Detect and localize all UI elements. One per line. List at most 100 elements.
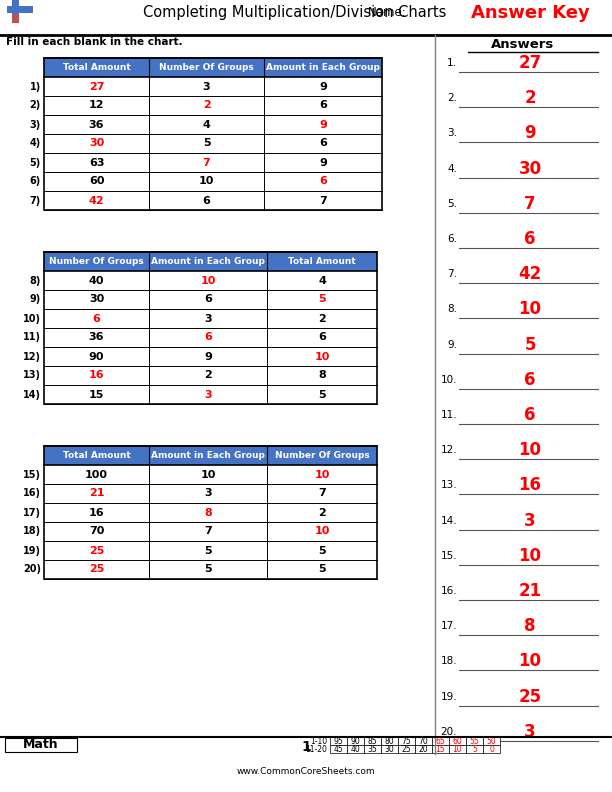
Text: 35: 35 (368, 744, 378, 753)
Bar (44, 153, 382, 172)
Text: www.CommonCoreSheets.com: www.CommonCoreSheets.com (237, 767, 375, 776)
Text: Amount in Each Group: Amount in Each Group (151, 451, 265, 460)
Text: 4): 4) (30, 139, 41, 148)
Text: 5: 5 (318, 390, 326, 399)
Bar (44, 252, 377, 404)
Bar (364, 745, 381, 753)
Text: 25: 25 (89, 546, 104, 555)
Text: 2.: 2. (447, 93, 457, 103)
Text: 5: 5 (204, 546, 212, 555)
Text: 6: 6 (524, 230, 536, 248)
Text: 3: 3 (204, 489, 212, 498)
Text: 42: 42 (89, 196, 104, 205)
Bar (44, 290, 377, 309)
Text: 4: 4 (203, 120, 211, 130)
Text: 10: 10 (518, 300, 542, 318)
Text: 12.: 12. (441, 445, 457, 455)
Bar (381, 737, 398, 745)
Text: Math: Math (23, 738, 59, 752)
Text: 6: 6 (319, 177, 327, 186)
Text: Fill in each blank in the chart.: Fill in each blank in the chart. (6, 37, 182, 47)
Text: 6.: 6. (447, 234, 457, 244)
Text: 16): 16) (23, 489, 41, 498)
Text: 1.: 1. (447, 58, 457, 68)
Text: 18): 18) (23, 527, 41, 536)
Text: 70: 70 (419, 737, 428, 745)
Text: 5: 5 (318, 546, 326, 555)
Text: 15): 15) (23, 470, 41, 479)
Text: 40: 40 (89, 276, 104, 285)
Text: 30: 30 (518, 160, 542, 177)
Text: 60: 60 (453, 737, 463, 745)
Bar (44, 484, 377, 503)
Text: Number Of Groups: Number Of Groups (275, 451, 370, 460)
Text: 1): 1) (30, 82, 41, 92)
Bar (44, 347, 377, 366)
Bar (7, 6, 33, 13)
Text: 2): 2) (30, 101, 41, 111)
Text: 8): 8) (29, 276, 41, 285)
Bar (347, 745, 364, 753)
Text: 3): 3) (30, 120, 41, 130)
Text: Answers: Answers (491, 37, 554, 51)
Bar (44, 134, 382, 153)
Bar (12, 14, 19, 23)
Text: 2: 2 (318, 314, 326, 323)
Text: 20: 20 (419, 744, 428, 753)
Bar (44, 522, 377, 541)
Text: 6: 6 (319, 139, 327, 148)
Text: 10: 10 (200, 276, 215, 285)
Bar (44, 366, 377, 385)
Bar (415, 737, 432, 745)
Text: 9: 9 (319, 120, 327, 130)
Text: Amount in Each Group: Amount in Each Group (266, 63, 380, 72)
Text: 36: 36 (89, 120, 104, 130)
Text: 50: 50 (487, 737, 496, 745)
Bar (44, 503, 377, 522)
Text: Total Amount: Total Amount (62, 451, 130, 460)
Bar (449, 745, 466, 753)
Text: 9: 9 (319, 82, 327, 92)
Text: 6: 6 (204, 333, 212, 342)
Text: 7): 7) (30, 196, 41, 205)
Text: 25: 25 (401, 744, 411, 753)
Text: 21: 21 (518, 582, 542, 600)
Text: 25: 25 (89, 565, 104, 574)
Text: Completing Multiplication/Division Charts: Completing Multiplication/Division Chart… (143, 6, 447, 21)
Text: 16: 16 (89, 508, 104, 517)
Bar (466, 745, 483, 753)
Text: 6: 6 (203, 196, 211, 205)
Bar (432, 745, 449, 753)
Text: 30: 30 (89, 139, 104, 148)
Text: 2: 2 (524, 89, 536, 107)
Text: 14.: 14. (441, 516, 457, 526)
Bar (44, 385, 377, 404)
Text: 12): 12) (23, 352, 41, 361)
Text: 19): 19) (23, 546, 41, 555)
Text: 30: 30 (89, 295, 104, 304)
Text: 8.: 8. (447, 304, 457, 314)
Text: 90: 90 (89, 352, 104, 361)
Text: 11-20: 11-20 (305, 744, 327, 753)
Text: 10): 10) (23, 314, 41, 323)
Bar (44, 58, 382, 77)
Text: 55: 55 (469, 737, 479, 745)
Text: 3: 3 (524, 512, 536, 530)
Bar (449, 737, 466, 745)
Text: Answer Key: Answer Key (471, 4, 590, 22)
Text: 27: 27 (89, 82, 104, 92)
Bar (483, 737, 500, 745)
Text: 5: 5 (472, 744, 477, 753)
Text: 30: 30 (384, 744, 394, 753)
Text: 15: 15 (89, 390, 104, 399)
Text: 60: 60 (89, 177, 104, 186)
Bar (44, 328, 377, 347)
Bar (364, 737, 381, 745)
Text: 6: 6 (204, 295, 212, 304)
Text: Number Of Groups: Number Of Groups (49, 257, 144, 266)
Text: 5: 5 (318, 295, 326, 304)
Text: 5): 5) (30, 158, 41, 167)
Text: 10: 10 (200, 470, 215, 479)
Text: 3: 3 (204, 314, 212, 323)
Text: 95: 95 (334, 737, 343, 745)
